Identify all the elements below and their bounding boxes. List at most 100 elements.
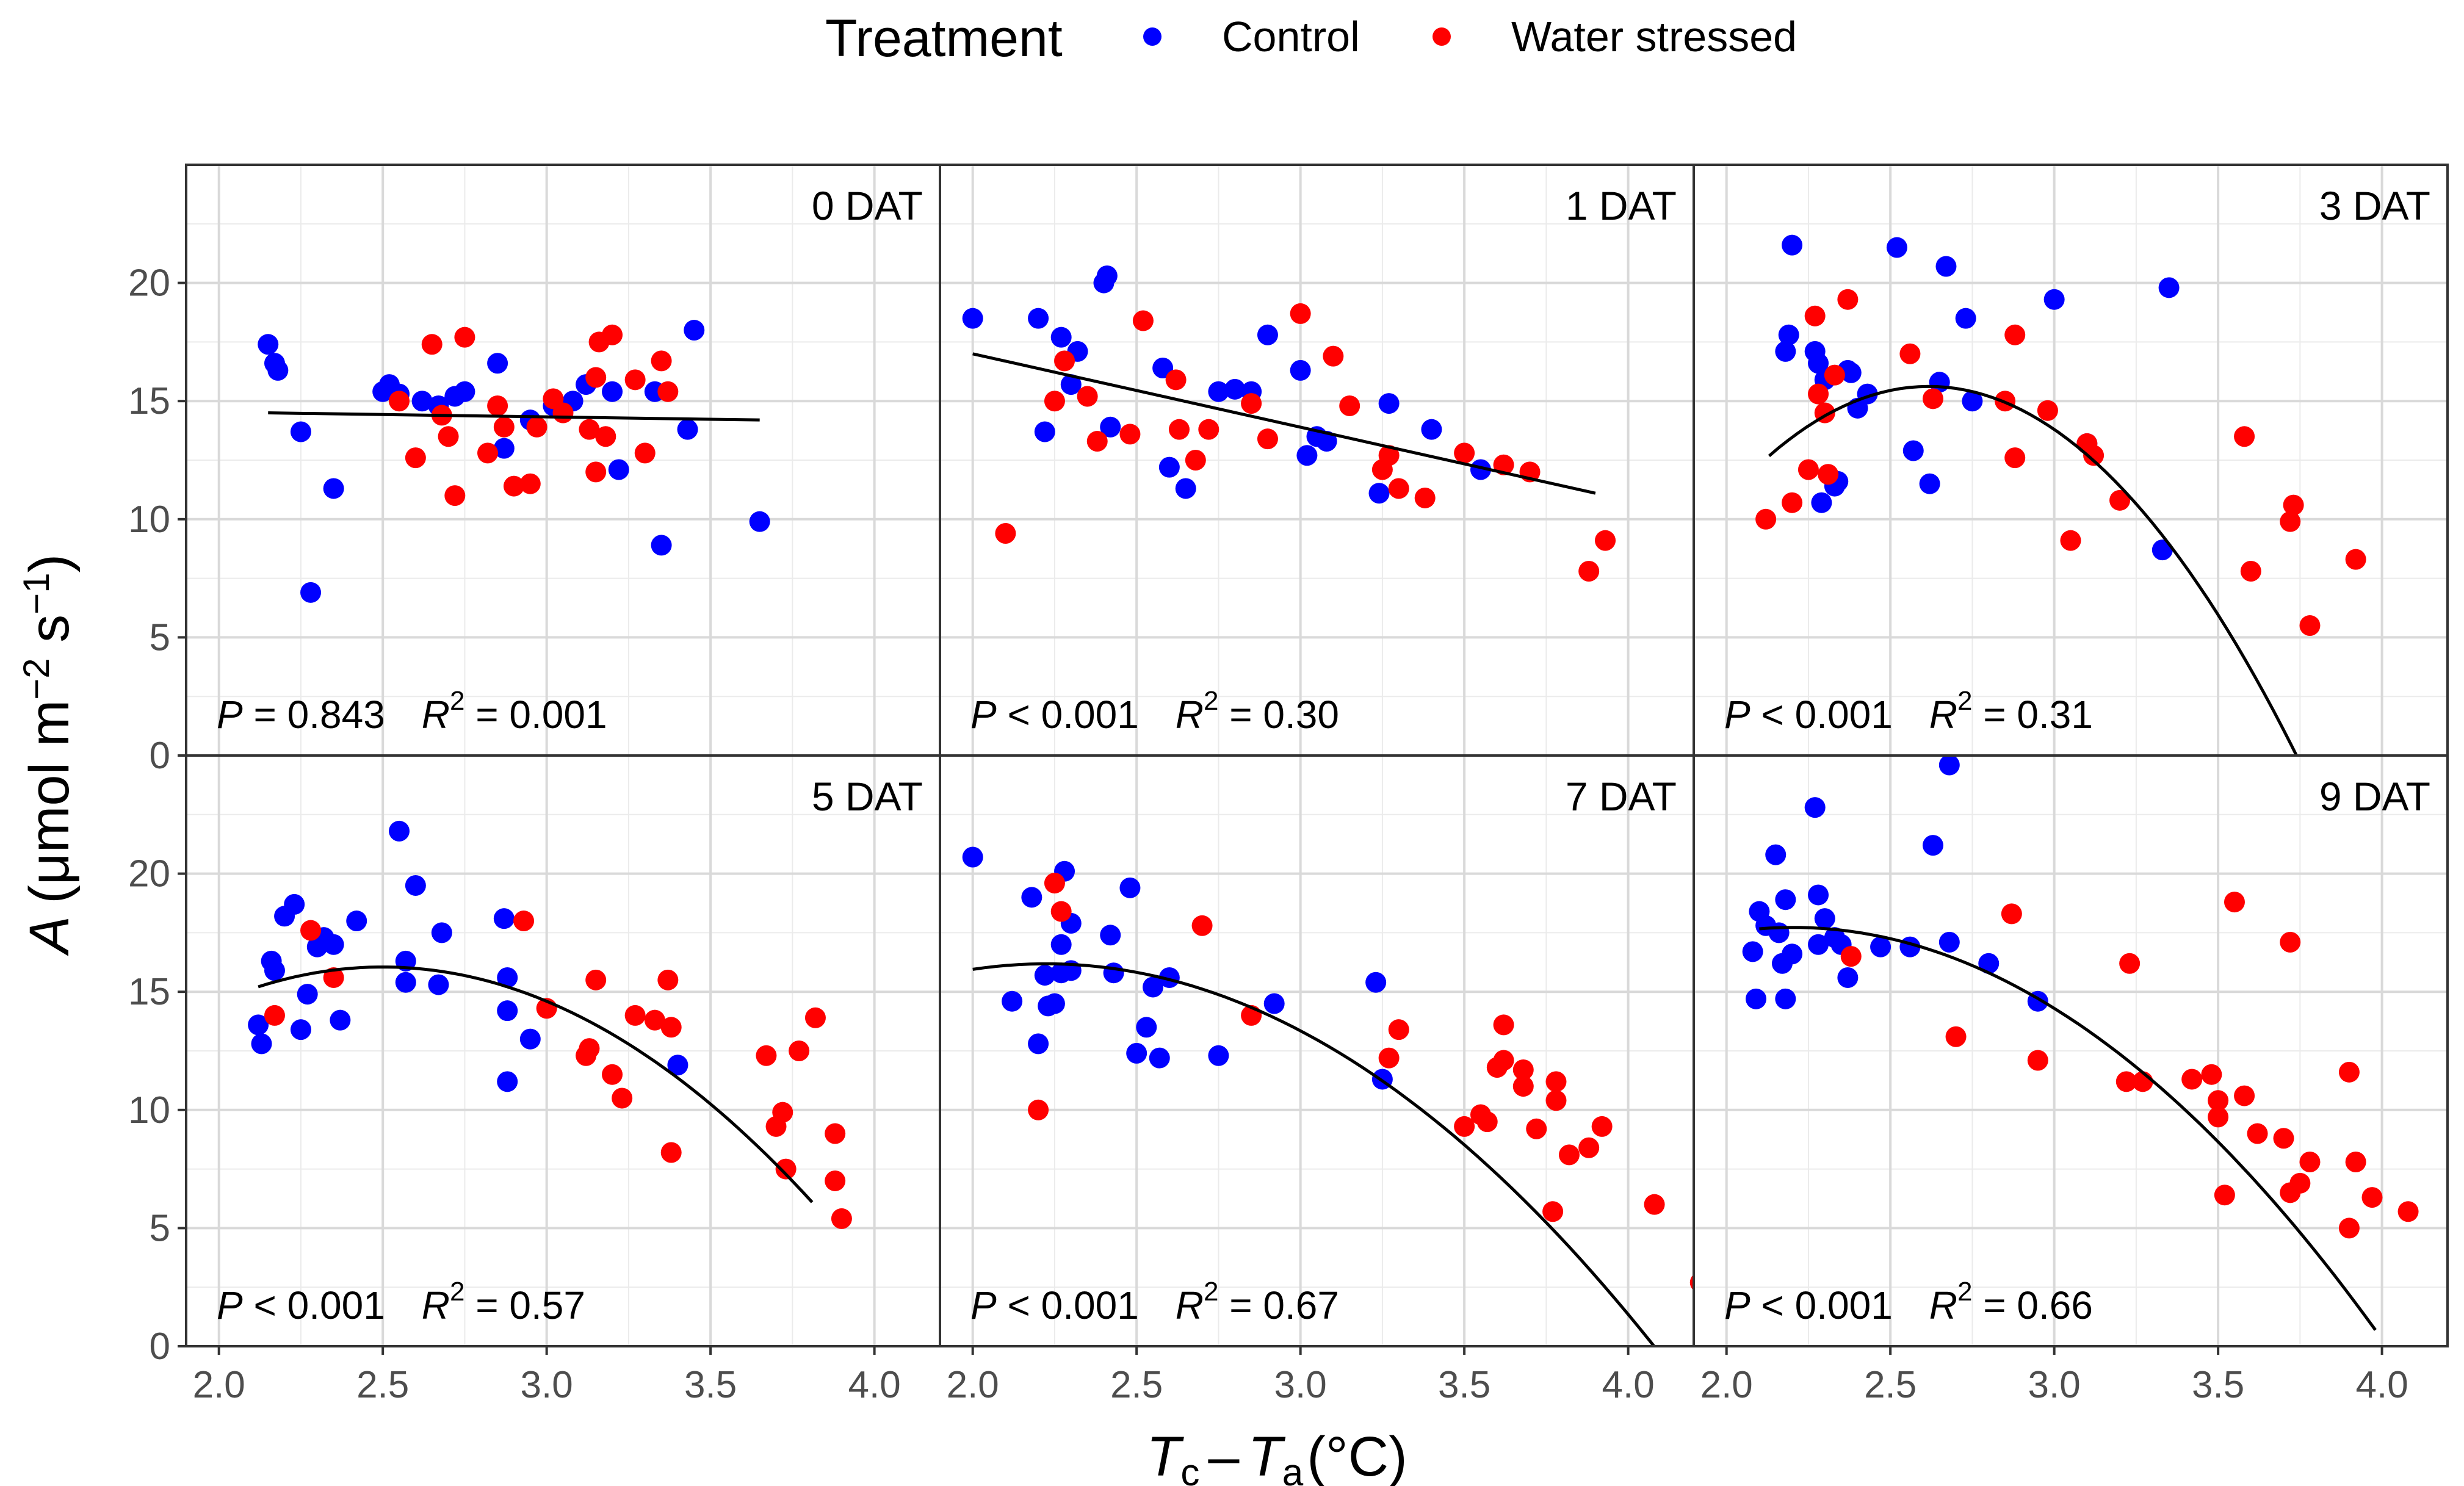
fit-line [972,352,1596,495]
control-point [1808,353,1829,374]
water-stressed-point [438,426,459,447]
control-point [962,308,983,329]
stat-r-value: = 0.30 [1218,693,1339,737]
water-stressed-point [2240,560,2261,582]
stat-annotation: P < 0.001 R2 = 0.57 [217,1277,585,1327]
water-stressed-point [1782,492,1803,513]
control-point [1902,440,1924,461]
water-stressed-point [1198,419,1219,440]
water-stressed-point [2224,892,2245,913]
stat-p-label: P [970,693,997,737]
water-stressed-point [519,473,541,494]
panel-1-dat: 1 DAT P < 0.001 R2 = 0.30 [939,164,1695,757]
water-stressed-point [660,1017,682,1038]
water-stressed-point [2280,931,2301,953]
control-point [1768,922,1790,943]
control-point [1119,877,1141,898]
control-point [1208,1045,1229,1066]
control-point [608,459,629,480]
y-tick-label: 20 [128,853,170,895]
water-stressed-point [1378,445,1400,466]
water-stressed-point [595,426,616,447]
water-stressed-point [825,1123,846,1144]
water-stressed-point [2004,324,2026,345]
y-tick-label: 15 [128,971,170,1013]
water-stressed-point [1454,1116,1475,1137]
water-stressed-point [1797,459,1819,480]
water-stressed-point [2283,494,2304,516]
control-point [428,974,449,995]
control-point [323,478,344,499]
fit-line [268,411,760,422]
water-stressed-point [2201,1064,2222,1085]
control-point [1050,934,1072,955]
control-point [1158,967,1180,988]
control-point [258,334,279,355]
water-stressed-point [585,367,607,388]
control-point [1263,993,1285,1014]
water-stressed-point [1086,431,1108,452]
water-stressed-point [602,324,623,345]
control-point [1811,492,1832,513]
control-point [497,967,518,988]
water-stressed-point [585,969,607,990]
control-point [1919,473,1940,494]
y-axis-title-s: s [18,615,81,658]
water-stressed-point [2345,1151,2366,1172]
stat-r-label: R [1929,693,1957,737]
water-stressed-point [624,1004,646,1026]
water-stressed-point [1388,478,1409,499]
x-axis-title-unit: (°C) [1307,1426,1407,1486]
panel-9-dat: 9 DAT P < 0.001 R2 = 0.66 2.0 2.5 3.0 3.5 4.0 [1693,754,2449,1406]
control-point [1938,756,1960,776]
stat-annotation: P < 0.001 R2 = 0.30 [970,686,1339,737]
x-tick-label: 2.5 [356,1364,409,1406]
control-point [405,875,426,896]
water-stressed-point [1526,1118,1547,1139]
water-stressed-point [772,1102,793,1123]
stat-r-value: = 0.66 [1972,1283,2093,1327]
water-stressed-point [585,461,607,483]
water-stressed-point [552,402,574,424]
control-point [284,893,305,915]
water-stressed-point [1168,419,1190,440]
water-stressed-point [2083,445,2105,466]
x-axis-title: Tc – Ta(°C) [1146,1426,1407,1486]
control-point [1922,835,1943,856]
stat-annotation: P < 0.001 R2 = 0.66 [1724,1277,2093,1327]
water-stressed-point [1824,364,1845,386]
x-tick-label: 3.0 [2028,1364,2081,1406]
water-stressed-point [300,920,322,941]
control-point [1870,936,1891,958]
water-stressed-point [602,1064,623,1085]
water-stressed-point [2109,489,2131,511]
water-stressed-point [2280,511,2301,532]
water-stressed-point [1837,289,1859,310]
control-point [1886,237,1907,258]
x-axis-title-var2: T [1248,1426,1286,1486]
water-stressed-point [1512,1059,1534,1080]
control-point [1021,887,1042,908]
x-tick-label: 3.5 [1438,1364,1490,1406]
control-point [1470,459,1491,480]
water-stressed-point [1899,343,1921,364]
control-point [497,1071,518,1092]
control-point [1808,884,1829,906]
water-stressed-point [1476,1111,1498,1133]
control-point [487,353,508,374]
water-stressed-point [2208,1090,2229,1111]
water-stressed-point [634,442,656,464]
control-point [395,972,416,993]
water-stressed-point [493,416,515,438]
legend-control-label: Control [1222,13,1360,60]
x-tick-label: 2.5 [1864,1364,1917,1406]
control-point [497,1000,518,1022]
stat-r-sup: 2 [1204,1277,1218,1307]
control-point [1224,378,1246,400]
water-stressed-point [1591,1116,1613,1137]
water-stressed-point [1545,1090,1567,1111]
x-axis-title-var1: T [1146,1426,1184,1486]
control-point [1765,844,1787,865]
fit-line [1759,926,2377,1331]
stat-r-sup: 2 [1957,1277,1972,1307]
